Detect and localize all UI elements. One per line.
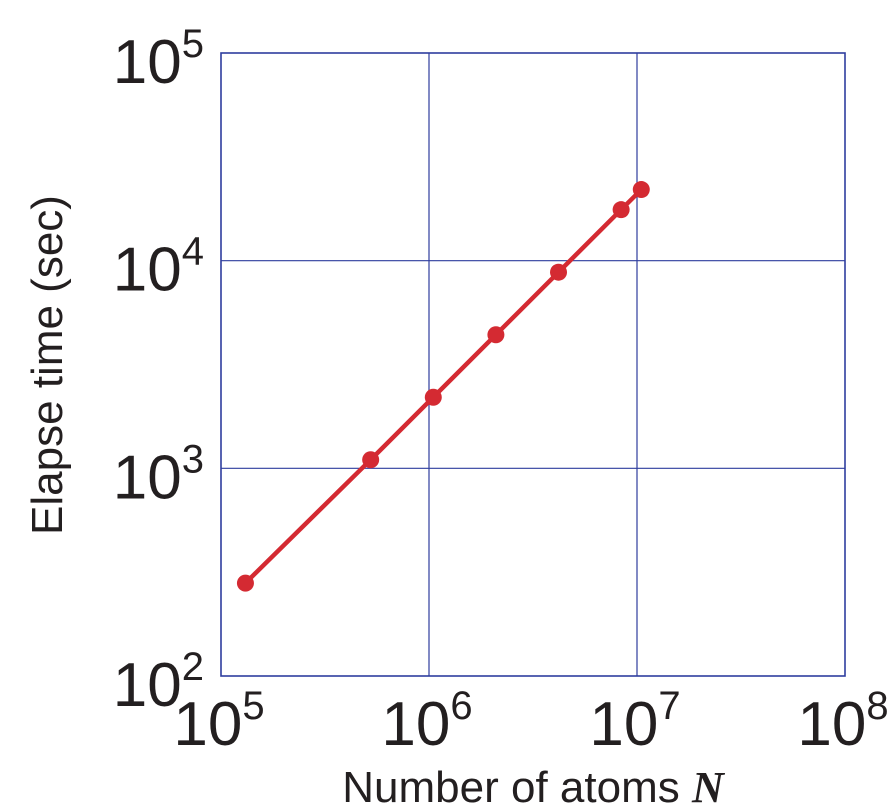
x-tick-label: 108 xyxy=(797,684,888,759)
data-point xyxy=(424,388,442,406)
y-tick-label: 102 xyxy=(113,645,204,720)
x-axis-label: Number of atoms N xyxy=(342,763,726,811)
plot-frame xyxy=(220,52,846,677)
grid-layer xyxy=(220,52,846,677)
x-axis-label-variable: N xyxy=(691,763,726,811)
x-tick-label-base: 10 xyxy=(797,690,866,759)
y-tick-label-base: 10 xyxy=(113,651,182,720)
y-tick-label-exponent: 2 xyxy=(182,645,204,689)
data-point xyxy=(362,451,380,469)
y-tick-label: 104 xyxy=(113,230,204,305)
x-tick-label-exponent: 5 xyxy=(242,684,264,728)
y-tick-label-base: 10 xyxy=(113,28,182,97)
x-tick-label-exponent: 6 xyxy=(450,684,472,728)
series-layer xyxy=(236,181,650,592)
x-tick-label-exponent: 8 xyxy=(866,684,888,728)
y-tick-label-base: 10 xyxy=(113,443,182,512)
x-tick-label-exponent: 7 xyxy=(658,684,680,728)
x-tick-label: 107 xyxy=(589,684,680,759)
y-axis-label: Elapse time (sec) xyxy=(23,195,72,535)
y-tick-label-base: 10 xyxy=(113,236,182,305)
x-tick-label: 106 xyxy=(381,684,472,759)
data-point xyxy=(487,326,505,344)
y-tick-label-exponent: 4 xyxy=(182,230,204,274)
y-tick-label: 105 xyxy=(113,22,204,97)
x-axis-label-text: Number of atoms xyxy=(342,763,692,811)
y-tick-label: 103 xyxy=(113,437,204,512)
data-point xyxy=(612,201,630,219)
x-tick-label-base: 10 xyxy=(381,690,450,759)
x-tick-label-base: 10 xyxy=(173,690,242,759)
data-point xyxy=(236,574,254,592)
x-tick-label-base: 10 xyxy=(589,690,658,759)
x-tick-label: 105 xyxy=(173,684,264,759)
y-tick-label-exponent: 5 xyxy=(182,22,204,66)
data-point xyxy=(632,181,650,199)
data-point xyxy=(550,263,568,281)
y-tick-label-exponent: 3 xyxy=(182,437,204,481)
series-line xyxy=(243,188,643,585)
